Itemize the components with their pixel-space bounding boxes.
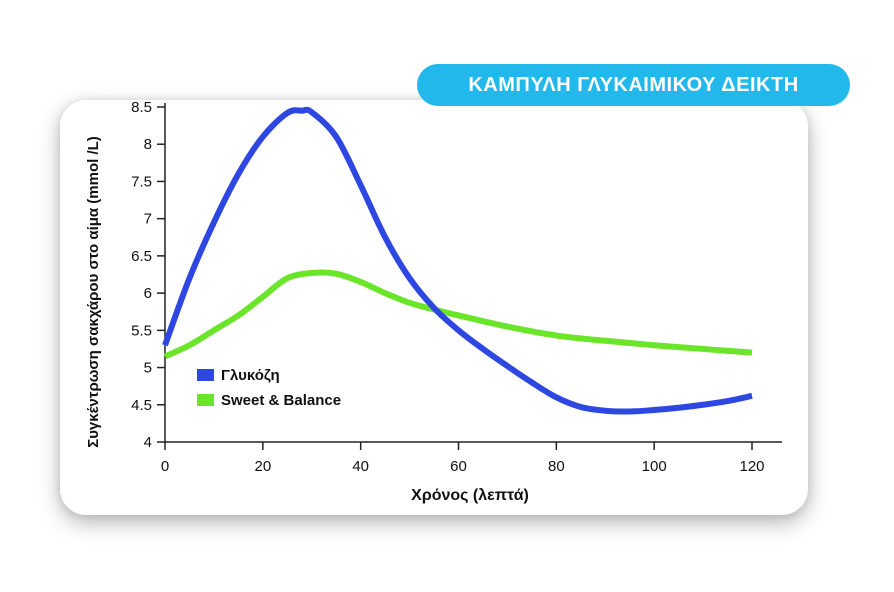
chart-title: ΚΑΜΠΥΛΗ ΓΛΥΚΑΙΜΙΚΟΥ ΔΕΙΚΤΗ [417, 64, 850, 106]
series-line-0 [162, 106, 753, 415]
y-axis-label: Συγκέντρωση σακχάρου στο αίμα (mmol /L) [85, 136, 102, 448]
y-tick-label: 7 [144, 211, 152, 228]
x-tick-label: 40 [352, 458, 369, 475]
y-tick-label: 7.5 [131, 173, 152, 190]
legend-swatch [197, 369, 214, 381]
legend-label: Γλυκόζη [221, 367, 280, 384]
x-tick-label: 60 [450, 458, 467, 475]
y-tick-label: 5 [144, 360, 152, 377]
y-tick-label: 6 [144, 285, 152, 302]
legend-swatch [197, 394, 214, 406]
y-tick-label: 8.5 [131, 99, 152, 116]
chart-legend: Γλυκόζη Sweet & Balance [197, 367, 341, 409]
y-tick-label: 4.5 [131, 397, 152, 414]
x-tick-label: 0 [161, 458, 169, 475]
y-tick-label: 6.5 [131, 248, 152, 265]
y-tick-label: 5.5 [131, 322, 152, 339]
chart-axes: 4 4.5 5 5.5 6 6.5 7 7.5 8 8.5 0 20 40 60 80 100 120 [131, 99, 782, 475]
x-tick-label: 100 [642, 458, 667, 475]
y-tick-label: 8 [144, 136, 152, 153]
x-tick-label: 20 [254, 458, 271, 475]
series-line-1 [163, 269, 753, 360]
y-tick-label: 4 [144, 434, 152, 451]
x-tick-label: 80 [548, 458, 565, 475]
x-axis-label: Χρόνος (λεπτά) [411, 487, 529, 504]
legend-label: Sweet & Balance [221, 392, 341, 409]
x-tick-label: 120 [739, 458, 764, 475]
chart-series [162, 106, 753, 415]
